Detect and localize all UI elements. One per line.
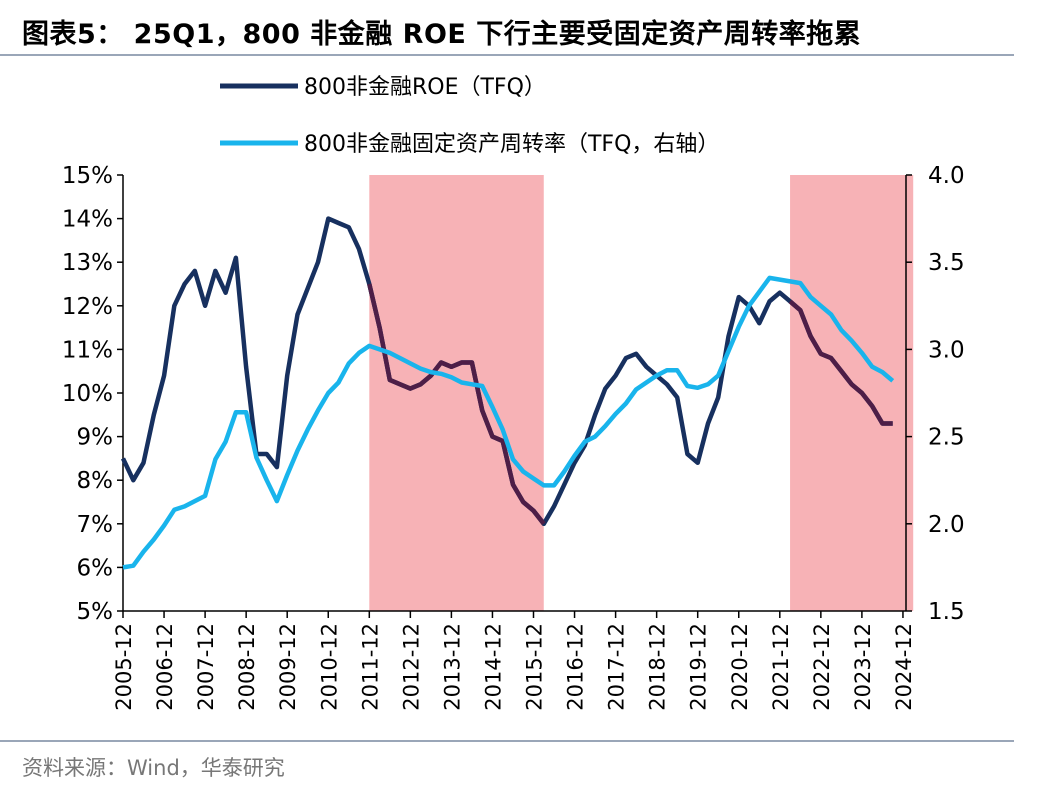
left-tick-label: 8% [77, 468, 114, 494]
shaded-period-2 [790, 175, 914, 611]
x-tick-label: 2005-12 [112, 623, 136, 711]
x-tick-label: 2015-12 [523, 623, 547, 711]
x-tick-label: 2007-12 [194, 623, 218, 711]
left-tick-label: 10% [62, 381, 113, 407]
series-line-roe-shaded [367, 283, 546, 526]
chart-legend: 800非金融ROE（TFQ） 800非金融固定资产周转率（TFQ，右轴） [220, 75, 719, 157]
chart-axes: 5% 6% 7% 8% 9% 10% 11% 12% 13% 14% 15% 1.5 2.0 2.5 3.0… [62, 163, 965, 711]
x-tick-label: 2020-12 [728, 623, 752, 711]
series-lines [120, 216, 895, 570]
left-tick-label: 14% [62, 207, 113, 233]
x-tick-label: 2011-12 [358, 623, 382, 711]
left-tick-label: 9% [77, 425, 114, 451]
right-tick-label: 3.5 [928, 250, 965, 276]
x-tick-label: 2021-12 [769, 623, 793, 711]
title-divider [0, 54, 1014, 56]
legend-label-roe: 800非金融ROE（TFQ） [304, 75, 546, 100]
right-tick-label: 4.0 [928, 163, 965, 189]
x-tick-label: 2016-12 [564, 623, 588, 711]
x-tick-label: 2014-12 [481, 623, 505, 711]
left-tick-label: 11% [62, 337, 113, 363]
x-tick-label: 2012-12 [399, 623, 423, 711]
right-tick-label: 2.0 [928, 512, 965, 538]
x-tick-label: 2006-12 [153, 623, 177, 711]
legend-label-turnover: 800非金融固定资产周转率（TFQ，右轴） [304, 132, 719, 157]
source-divider [0, 740, 1014, 742]
series-line-roe-shaded [788, 299, 893, 426]
left-tick-label: 12% [62, 294, 113, 320]
right-tick-label: 1.5 [928, 599, 965, 625]
x-tick-label: 2018-12 [646, 623, 670, 711]
chart-title: 图表5： 25Q1，800 非金融 ROE 下行主要受固定资产周转率拖累 [22, 19, 862, 50]
right-tick-label: 3.0 [928, 337, 965, 363]
left-tick-label: 6% [77, 555, 114, 581]
x-tick-label: 2010-12 [317, 623, 341, 711]
shaded-periods [369, 175, 914, 611]
x-tick-label: 2017-12 [605, 623, 629, 711]
right-tick-label: 2.5 [928, 425, 965, 451]
x-tick-label: 2023-12 [851, 623, 875, 711]
left-tick-label: 5% [77, 599, 114, 625]
x-tick-label: 2022-12 [810, 623, 834, 711]
x-tick-label: 2024-12 [892, 623, 916, 711]
x-tick-label: 2013-12 [440, 623, 464, 711]
shaded-period-1 [369, 175, 544, 611]
left-tick-label: 15% [62, 163, 113, 189]
left-tick-label: 13% [62, 250, 113, 276]
left-tick-label: 7% [77, 512, 114, 538]
x-tick-label: 2009-12 [276, 623, 300, 711]
x-tick-label: 2008-12 [235, 623, 259, 711]
series-line-turnover [122, 275, 895, 570]
x-tick-label: 2019-12 [687, 623, 711, 711]
source-note: 资料来源：Wind，华泰研究 [22, 756, 285, 780]
